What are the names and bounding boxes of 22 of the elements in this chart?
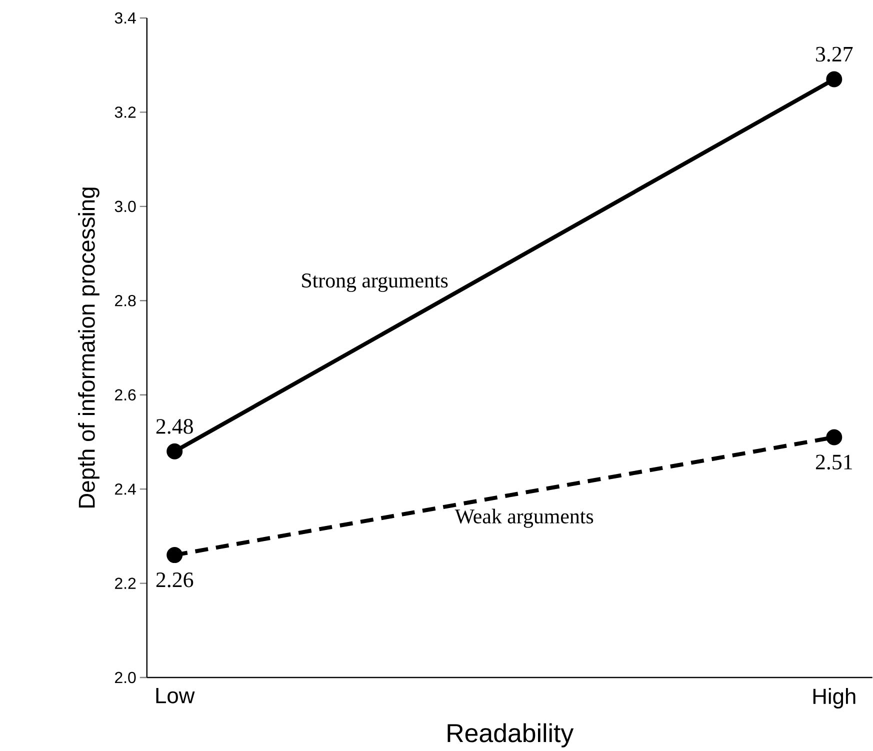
data-label: 3.27 [816,47,853,62]
y-tick-label: 2.0 [115,672,136,684]
data-label: 2.26 [156,572,194,588]
y-tick-label: 2.6 [115,389,136,401]
y-tick-label: 3.0 [114,200,136,212]
x-tick-label: High [813,688,856,709]
series-label: Weak arguments [454,508,594,528]
y-tick-label: 2.8 [115,295,136,306]
x-tick-label: Low [156,688,195,704]
data-label: 2.48 [156,419,193,434]
point [166,547,183,564]
y-tick-label: 2.2 [115,578,136,589]
point [826,429,842,446]
series-label: Strong arguments [302,274,448,292]
x-axis-title: Readability [448,723,574,748]
y-tick-label: 2.4 [115,484,136,495]
y-tick-label: 3.2 [114,106,136,118]
point [826,71,842,88]
y-tick-label: 3.4 [114,12,136,24]
data-label: 2.51 [816,454,852,470]
y-axis-title: Depth of information processing [78,188,100,508]
point [166,444,183,460]
